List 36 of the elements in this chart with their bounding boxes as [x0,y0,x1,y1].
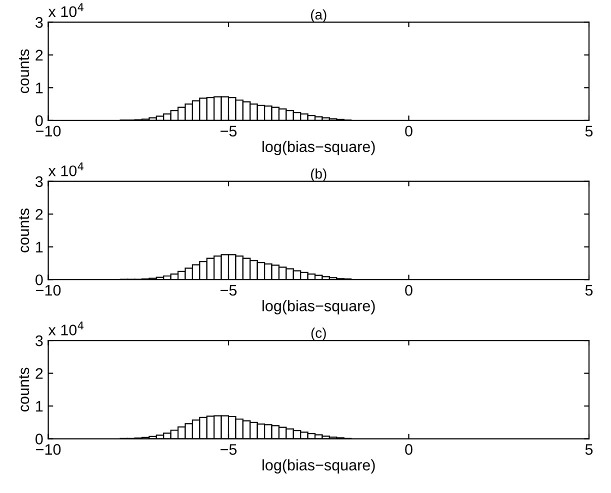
text: x 10$^{4}$ [48,162,84,176]
x-tick-label: −10 [36,444,61,455]
text: x 10$^{4}$ [48,3,84,18]
chart-title: (a) [311,9,326,22]
y-tick-label: 0 [36,115,43,126]
x-tick-label: 5 [585,444,593,455]
x-tick-label: 0 [405,444,412,455]
x-tick-label: −10 [36,284,61,296]
x-axis-title: log(bias−square) [262,300,375,314]
y-tick-label: 2 [36,368,43,379]
y-tick-label: 3 [35,335,43,346]
y-axis-title: counts [19,368,30,412]
y-tick-label: 3 [35,176,43,188]
y-tick-label: 0 [36,274,43,286]
chart-title: (c) [311,328,326,341]
y-tick-label: 2 [36,208,43,220]
y-tick-label: 1 [36,242,43,252]
y-axis-title: counts [19,208,30,252]
y-axis-title: counts [19,49,30,94]
chart-title: (b) [311,168,326,182]
x-tick-label: −10 [36,126,61,137]
x-tick-label: 0 [405,284,412,296]
x-tick-label: −5 [220,126,237,137]
x-tick-label: 5 [585,285,593,296]
x-tick-label: −5 [220,444,237,455]
x-axis-title: log(bias−square) [262,140,375,156]
x-tick-label: 0 [405,126,412,137]
y-tick-label: 1 [36,401,43,412]
y-tick-label: 3 [35,17,43,28]
x-axis-title: log(bias−square) [262,459,375,474]
x-tick-label: 5 [585,126,593,137]
y-tick-label: 1 [36,82,43,94]
y-tick-label: 0 [36,434,43,444]
text: x 10$^{4}$ [48,322,84,336]
y-tick-label: 2 [36,50,43,60]
x-tick-label: −5 [220,285,237,296]
